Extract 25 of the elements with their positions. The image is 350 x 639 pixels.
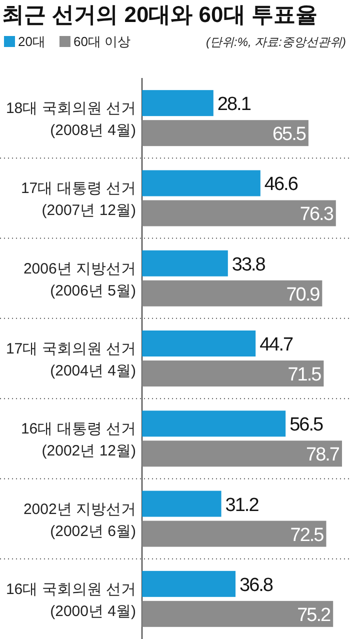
category-label: 17대 국회의원 선거 (2004년 4월) bbox=[6, 340, 136, 380]
data-label: 72.5 bbox=[290, 524, 324, 546]
legend-label: 20대 bbox=[18, 34, 46, 49]
category-label: 16대 국회의원 선거 (2000년 4월) bbox=[6, 580, 136, 620]
data-label: 76.3 bbox=[300, 204, 333, 226]
data-label: 36.8 bbox=[240, 574, 272, 596]
data-label: 28.1 bbox=[217, 94, 250, 116]
data-label: 70.9 bbox=[286, 284, 320, 306]
category-label: 17대 대통령 선거 (2007년 12월) bbox=[20, 180, 136, 220]
category-label: 18대 국회의원 선거 (2008년 4월) bbox=[6, 100, 136, 140]
title: 최근 선거의 20대와 60대 투표율 bbox=[2, 2, 318, 27]
category-label: 16대 대통령 선거 (2002년 12월) bbox=[20, 420, 136, 460]
data-label: 75.2 bbox=[297, 604, 330, 626]
annotation: (단위:%, 자료:중앙선관위) bbox=[206, 35, 346, 49]
legend-label: 60대 이상 bbox=[73, 34, 131, 49]
data-label: 71.5 bbox=[288, 364, 321, 386]
data-label: 65.5 bbox=[272, 124, 306, 146]
data-label: 44.7 bbox=[260, 334, 293, 356]
data-label: 78.7 bbox=[306, 444, 339, 466]
data-label: 56.5 bbox=[290, 414, 323, 436]
data-label: 46.6 bbox=[264, 174, 298, 196]
category-label: 2002년 지방선거 (2002년 6월) bbox=[23, 500, 136, 540]
data-label: 33.8 bbox=[232, 254, 265, 276]
category-label: 2006년 지방선거 (2006년 5월) bbox=[23, 260, 136, 300]
data-label: 31.2 bbox=[225, 494, 258, 516]
